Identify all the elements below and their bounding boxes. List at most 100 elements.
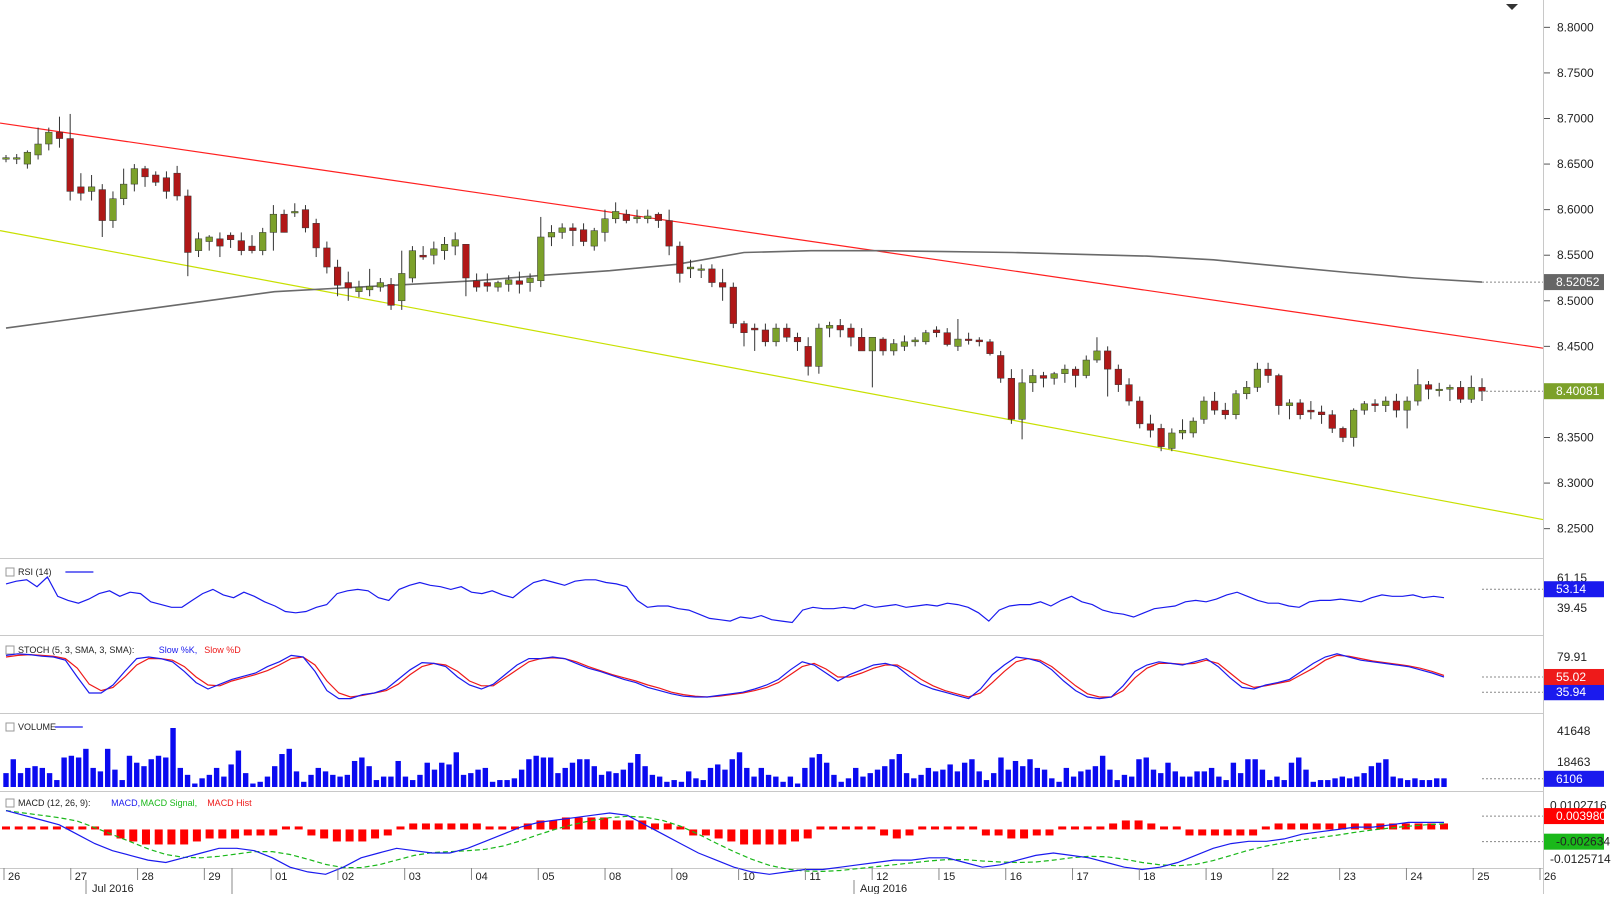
volume-bar [395, 760, 401, 787]
volume-bar [148, 759, 154, 787]
candle-bearish [462, 244, 470, 279]
macd-hist-bar [1236, 829, 1245, 836]
volume-bar [1281, 780, 1287, 787]
macd-hist-bar [447, 823, 456, 830]
volume-bar [199, 778, 205, 787]
volume-bar [279, 754, 285, 787]
candle-bearish [1114, 368, 1122, 385]
volume-bar [1288, 762, 1295, 787]
macd-hist-bar [52, 826, 61, 830]
candle-bullish [451, 239, 459, 247]
volume-bar [453, 752, 459, 787]
volume-bar [97, 771, 104, 787]
macd-line-label: MACD, [111, 798, 140, 808]
macd-hist-bar [472, 823, 481, 830]
volume-tick-label: 18463 [1557, 755, 1591, 769]
volume-bar [1230, 762, 1237, 787]
scroll-down-arrow-icon[interactable] [1506, 4, 1518, 10]
volume-bar [1049, 778, 1055, 787]
volume-bar [1143, 757, 1149, 787]
macd-hist-bar [880, 829, 889, 836]
candle-bearish [879, 338, 887, 352]
volume-bar [1332, 778, 1338, 787]
volume-bar [511, 778, 518, 787]
candle-bearish [858, 336, 866, 352]
candle-bullish [911, 339, 919, 343]
volume-bar [729, 759, 735, 787]
month-label: Aug 2016 [860, 883, 907, 894]
macd-hist-bar [638, 820, 647, 830]
date-label: 11 [809, 871, 820, 883]
macd-signal-line [5, 810, 1445, 873]
volume-bar [976, 771, 982, 787]
candle-bullish [430, 248, 438, 256]
volume-bar [489, 781, 496, 787]
volume-bar [932, 771, 939, 787]
volume-bar [1216, 776, 1222, 787]
macd-hist-bar [434, 823, 443, 830]
volume-bar [1223, 780, 1229, 787]
date-label: 28 [142, 871, 154, 883]
macd-hist-bar [1032, 829, 1041, 836]
candle-bullish [697, 268, 705, 271]
macd-hist-bar [1312, 823, 1321, 830]
candle-bullish [120, 183, 128, 199]
volume-bar [272, 766, 278, 787]
macd-hist-bar [676, 826, 685, 830]
macd-line [5, 810, 1444, 875]
macd-hist-bar [561, 817, 570, 830]
date-label: 12 [876, 871, 888, 883]
volume-bar [1368, 766, 1375, 787]
rsi-current-label: 53.14 [1556, 582, 1586, 596]
volume-bar [104, 748, 111, 787]
macd-hist-bar [1172, 826, 1181, 830]
ma-value-tag [1544, 274, 1604, 291]
candle-bullish [269, 213, 277, 233]
stoch-slow-k-line [5, 653, 1445, 700]
volume-bar [889, 759, 895, 787]
volume-bar [439, 762, 445, 787]
candle-bearish [323, 247, 331, 268]
macd-hist-bar [778, 829, 787, 845]
volume-bar [235, 750, 242, 787]
volume-bar [693, 778, 699, 787]
macd-hist-bar [1210, 829, 1219, 836]
candle-bearish [654, 213, 663, 221]
volume-bar [1325, 780, 1331, 787]
macd-hist-bar [1401, 823, 1410, 830]
candle-bearish [751, 327, 759, 331]
volume-bar [1434, 778, 1440, 787]
volume-bar [1397, 778, 1404, 787]
price-tick-label: 8.7500 [1557, 66, 1594, 80]
volume-bar [1041, 769, 1048, 787]
candle-bullish [355, 286, 363, 292]
candle-bearish [55, 131, 64, 139]
macd-hist-bar [281, 826, 290, 830]
macd-hist-bar [752, 829, 761, 845]
upper-trendline [0, 122, 1544, 349]
candle-bearish [1424, 384, 1433, 390]
volume-bar [1179, 776, 1186, 787]
candle-bullish [772, 327, 780, 343]
candle-bearish [248, 245, 256, 251]
volume-bar [613, 773, 619, 787]
macd-hist-bar [205, 829, 214, 839]
volume-bar [860, 776, 866, 787]
candle-bearish [1478, 387, 1486, 392]
candle-bullish [644, 215, 652, 220]
volume-bar [1339, 776, 1346, 787]
volume-bar [1426, 780, 1433, 787]
volume-bar [468, 773, 474, 787]
lower-trendline [0, 230, 1544, 521]
macd-hist-bar [1185, 829, 1194, 836]
macd-hist-bar [867, 826, 876, 830]
candle-bearish [184, 195, 192, 253]
candle-bearish [965, 338, 973, 341]
macd-hist-bar [1300, 823, 1309, 830]
candle-bearish [301, 209, 310, 229]
volume-bar [656, 776, 663, 787]
macd-hist-bar [511, 826, 520, 830]
volume-bar [25, 767, 31, 787]
